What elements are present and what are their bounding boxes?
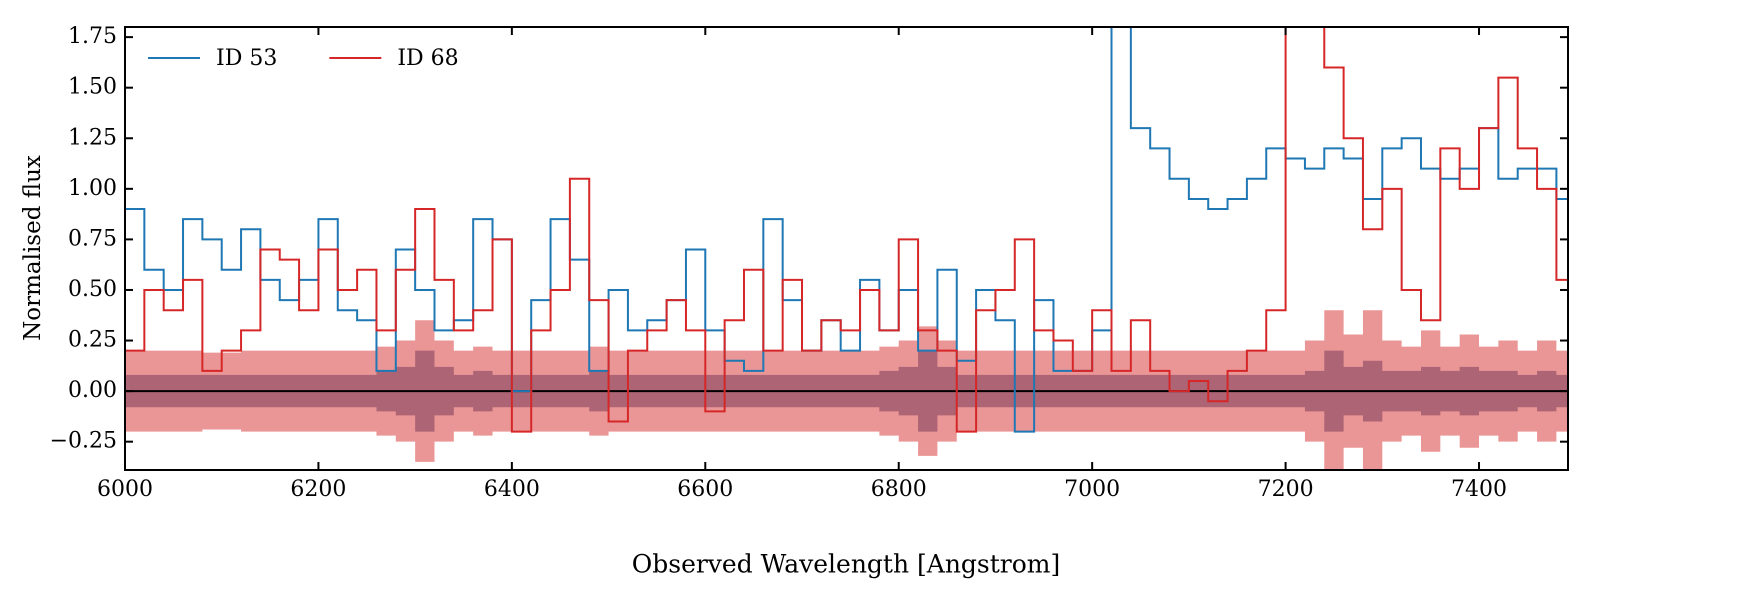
x-axis-label: Observed Wavelength [Angstrom] xyxy=(632,550,1061,579)
x-tick-label: 6000 xyxy=(97,477,153,502)
y-tick-label: 0.00 xyxy=(68,378,117,403)
x-tick-label: 7200 xyxy=(1258,477,1314,502)
y-tick-label: −0.25 xyxy=(50,429,117,454)
y-tick-label: 0.25 xyxy=(68,328,117,353)
y-axis-label: Normalised flux xyxy=(20,155,46,341)
x-tick-label: 6600 xyxy=(677,477,733,502)
y-tick-label: 0.50 xyxy=(68,277,117,302)
y-tick-label: 0.75 xyxy=(68,226,117,251)
y-tick-label: 1.25 xyxy=(68,125,117,150)
plot-frame xyxy=(124,26,1569,471)
x-tick-label: 6200 xyxy=(290,477,346,502)
x-tick-label: 6400 xyxy=(484,477,540,502)
step-line xyxy=(125,27,1568,433)
x-tick-label: 7400 xyxy=(1451,477,1507,502)
y-tick-label: 1.00 xyxy=(68,176,117,201)
y-tick-label: 1.50 xyxy=(68,75,117,100)
legend-label: ID 68 xyxy=(397,46,458,71)
plot-area xyxy=(125,27,1568,470)
x-tick-label: 7000 xyxy=(1064,477,1120,502)
step-line xyxy=(125,27,1568,433)
legend-label: ID 53 xyxy=(216,46,277,71)
x-tick-label: 6800 xyxy=(871,477,927,502)
y-tick-label: 1.75 xyxy=(68,24,117,49)
